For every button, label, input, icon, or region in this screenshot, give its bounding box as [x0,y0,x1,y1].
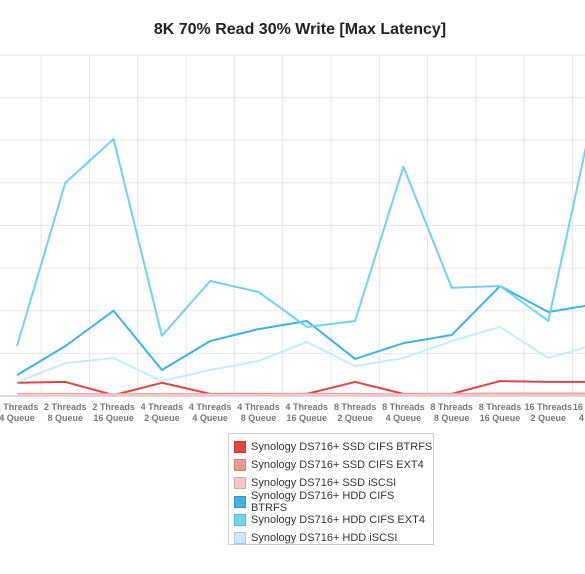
legend: Synology DS716+ SSD CIFS BTRFS Synology D… [228,433,434,545]
legend-label: Synology DS716+ SSD CIFS EXT4 [251,459,424,472]
legend-item: Synology DS716+ HDD iSCSI [234,529,433,547]
legend-label: Synology DS716+ HDD iSCSI [251,532,398,545]
x-tick-label: 16 Threads 2 Queue [524,402,573,423]
x-tick-label: 4 Threads 4 Queue [188,402,232,423]
x-tick-label: 16 Threads 4 Queue [572,402,584,423]
line-series [16,325,585,383]
x-tick-label: 4 Threads 2 Queue [140,402,184,423]
x-tick-label: 4 Threads 8 Queue [237,402,280,423]
legend-swatch [234,532,246,545]
chart-title: 8K 70% Read 30% Write [Max Latency] [154,21,446,38]
legend-item: Synology DS716+ HDD CIFS BTRFS [234,489,433,514]
x-tick-label: 8 Threads 4 Queue [382,402,425,423]
line-series [16,285,585,376]
x-tick-label: 2 Threads 8 Queue [44,402,87,423]
x-tick-label: 2 Threads 16 Queue [92,402,135,423]
x-tick-label: 8 Threads 2 Queue [333,402,377,423]
x-tick-label: 2 Threads 4 Queue [0,402,39,423]
legend-label: Synology DS716+ SSD CIFS BTRFS [251,441,433,454]
legend-label: Synology DS716+ HDD CIFS BTRFS [250,489,395,514]
line-series [16,137,585,347]
legend-swatch [234,495,246,508]
legend-item: Synology DS716+ SSD CIFS BTRFS [234,438,433,456]
legend-label: Synology DS716+ SSD iSCSI [251,477,397,490]
x-tick-label: 8 Threads 16 Queue [478,402,522,423]
legend-item: Synology DS716+ HDD CIFS EXT4 [234,511,433,529]
legend-label: Synology DS716+ HDD CIFS EXT4 [251,513,425,526]
x-tick-label: 8 Threads 8 Queue [430,402,473,423]
legend-swatch [234,477,246,490]
x-tick-label: 4 Threads 16 Queue [285,402,329,423]
legend-item: Synology DS716+ SSD iSCSI [234,474,433,492]
legend-swatch [234,441,246,454]
legend-swatch [234,513,246,526]
legend-item: Synology DS716+ SSD CIFS EXT4 [234,456,433,474]
legend-swatch [234,459,246,472]
